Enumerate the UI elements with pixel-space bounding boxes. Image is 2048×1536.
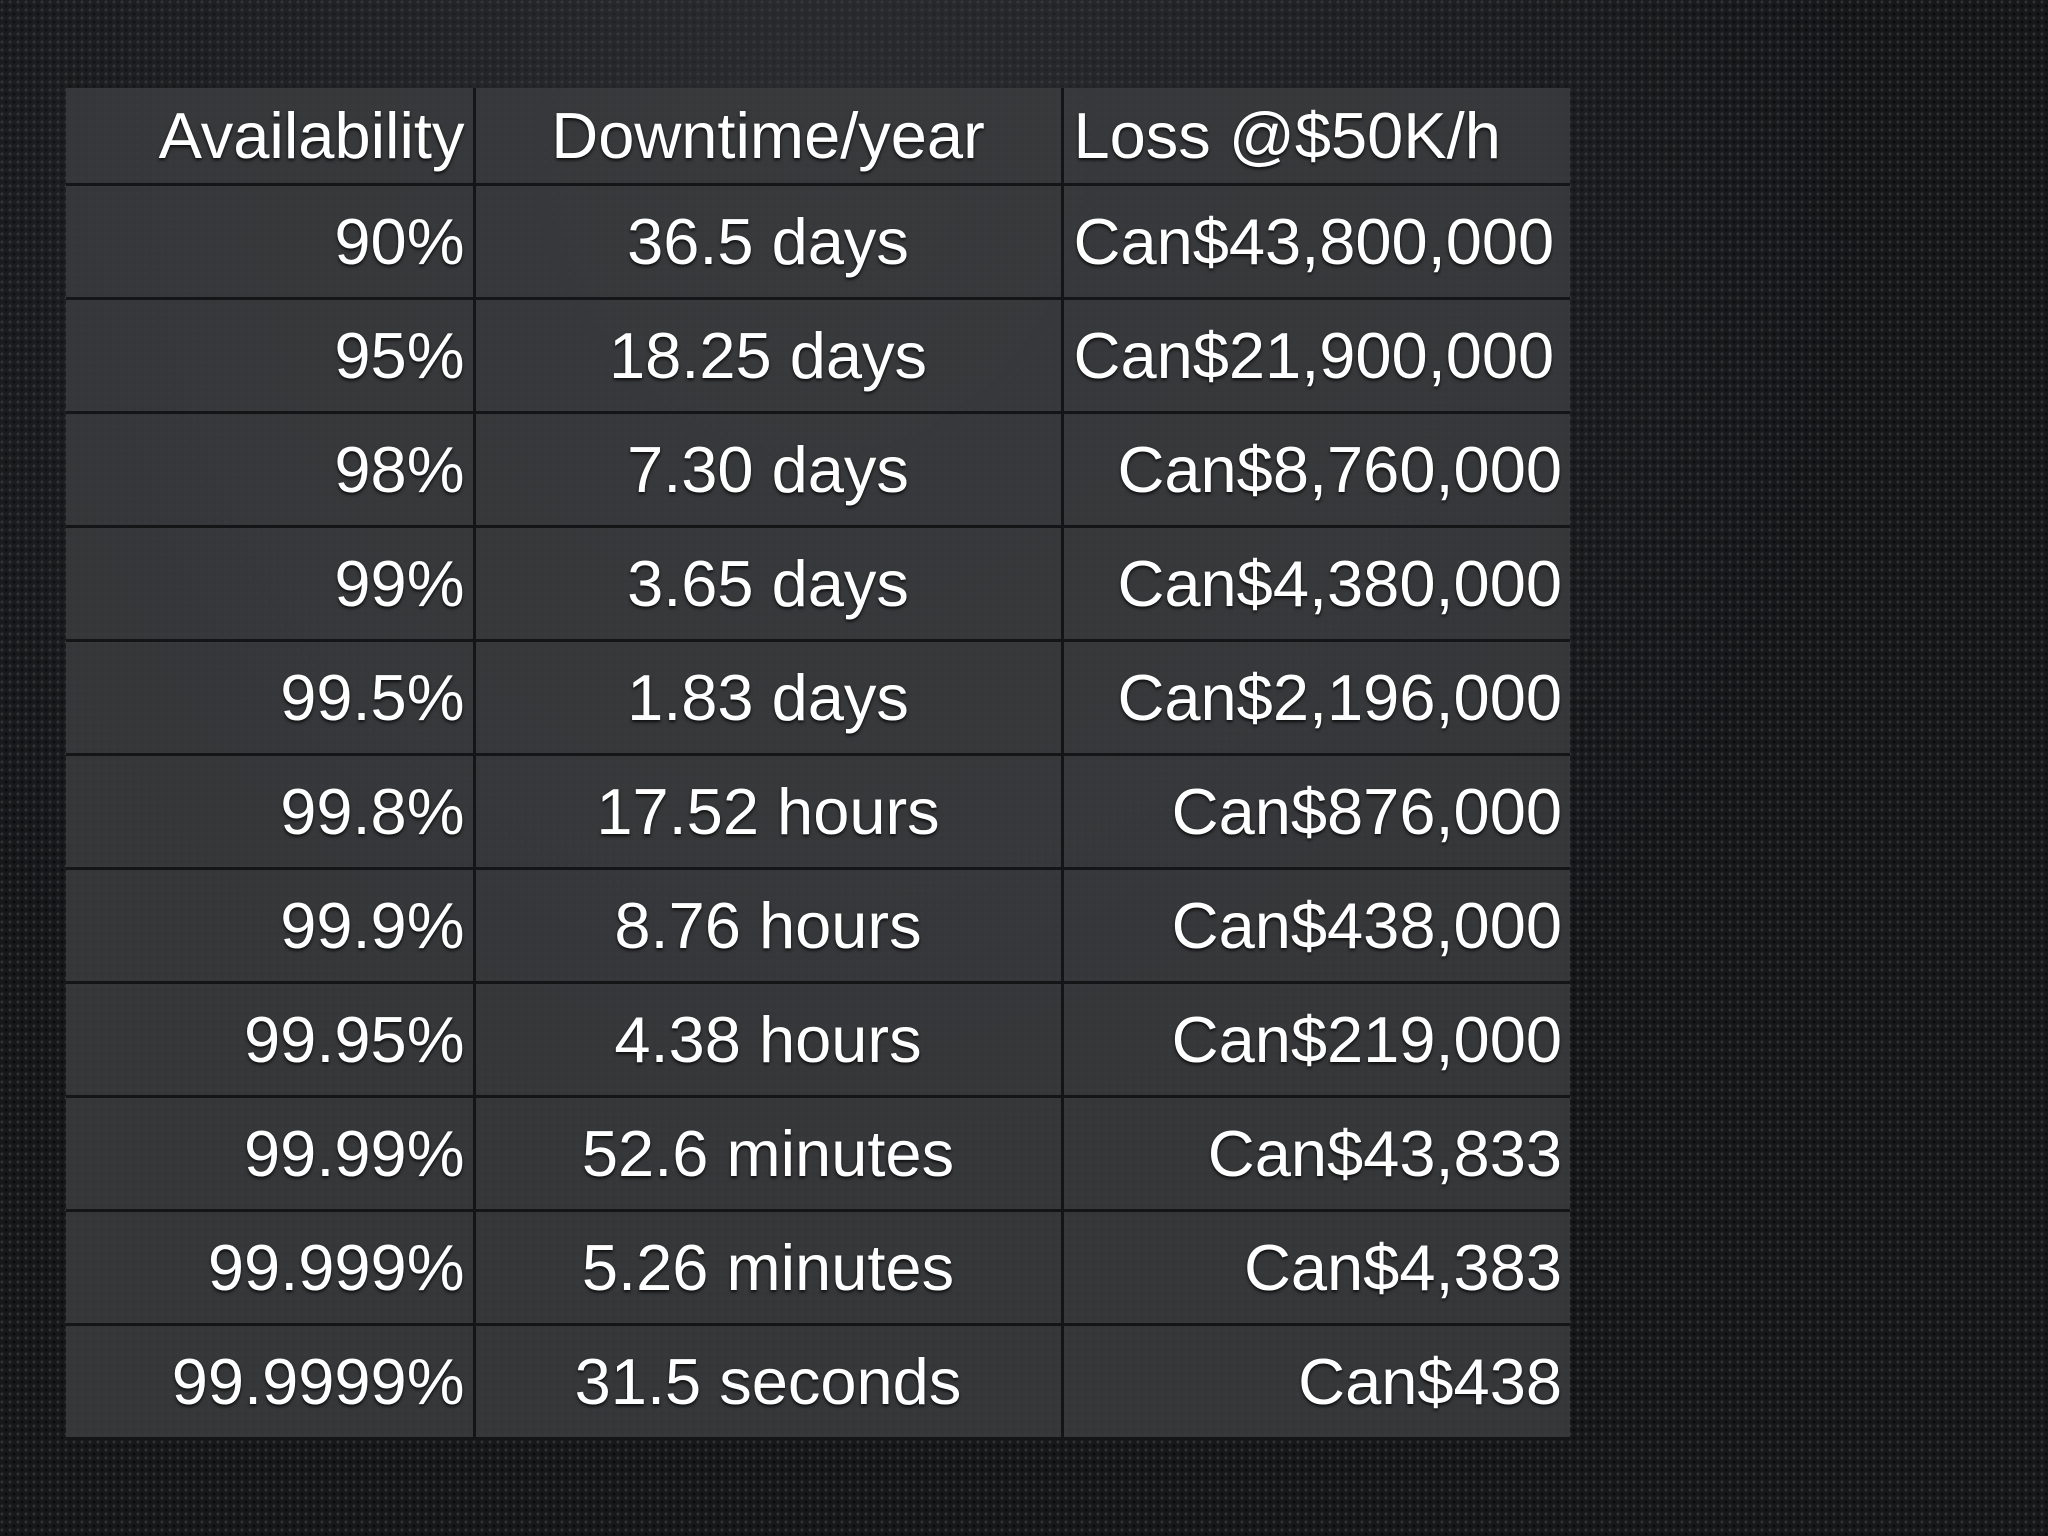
table-row: 99.999% 5.26 minutes Can$4,383 xyxy=(66,1210,1570,1326)
header-loss: Loss @$50K/h xyxy=(1062,88,1570,186)
loss-cell: Can$4,383 xyxy=(1062,1210,1570,1326)
availability-cell: 99.95% xyxy=(66,982,476,1098)
loss-cell: Can$43,833 xyxy=(1062,1096,1570,1212)
table-row: 99.9% 8.76 hours Can$438,000 xyxy=(66,868,1570,984)
downtime-cell: 18.25 days xyxy=(474,298,1064,414)
loss-cell: Can$876,000 xyxy=(1062,754,1570,870)
loss-cell: Can$43,800,000 xyxy=(1062,184,1570,300)
downtime-cell: 4.38 hours xyxy=(474,982,1064,1098)
availability-cell: 99% xyxy=(66,526,476,642)
loss-cell: Can$21,900,000 xyxy=(1062,298,1570,414)
availability-cell: 99.9% xyxy=(66,868,476,984)
availability-cell: 95% xyxy=(66,298,476,414)
downtime-cell: 31.5 seconds xyxy=(474,1324,1064,1440)
loss-cell: Can$438,000 xyxy=(1062,868,1570,984)
loss-cell: Can$8,760,000 xyxy=(1062,412,1570,528)
availability-cell: 99.9999% xyxy=(66,1324,476,1440)
table-row: 95% 18.25 days Can$21,900,000 xyxy=(66,298,1570,414)
loss-cell: Can$2,196,000 xyxy=(1062,640,1570,756)
downtime-cell: 5.26 minutes xyxy=(474,1210,1064,1326)
availability-cell: 99.8% xyxy=(66,754,476,870)
downtime-cell: 8.76 hours xyxy=(474,868,1064,984)
loss-cell: Can$219,000 xyxy=(1062,982,1570,1098)
table-header-row: Availability Downtime/year Loss @$50K/h xyxy=(66,88,1570,186)
downtime-cell: 36.5 days xyxy=(474,184,1064,300)
availability-cell: 99.999% xyxy=(66,1210,476,1326)
availability-cell: 99.5% xyxy=(66,640,476,756)
table-row: 98% 7.30 days Can$8,760,000 xyxy=(66,412,1570,528)
table-row: 99.95% 4.38 hours Can$219,000 xyxy=(66,982,1570,1098)
availability-cell: 90% xyxy=(66,184,476,300)
table-row: 99% 3.65 days Can$4,380,000 xyxy=(66,526,1570,642)
downtime-cell: 1.83 days xyxy=(474,640,1064,756)
downtime-cell: 7.30 days xyxy=(474,412,1064,528)
downtime-cell: 17.52 hours xyxy=(474,754,1064,870)
header-downtime: Downtime/year xyxy=(474,88,1064,186)
table-row: 90% 36.5 days Can$43,800,000 xyxy=(66,184,1570,300)
table-row: 99.9999% 31.5 seconds Can$438 xyxy=(66,1324,1570,1440)
availability-cell: 98% xyxy=(66,412,476,528)
downtime-cell: 3.65 days xyxy=(474,526,1064,642)
loss-cell: Can$438 xyxy=(1062,1324,1570,1440)
table-row: 99.5% 1.83 days Can$2,196,000 xyxy=(66,640,1570,756)
downtime-cell: 52.6 minutes xyxy=(474,1096,1064,1212)
availability-table: Availability Downtime/year Loss @$50K/h … xyxy=(66,88,1570,1440)
table-row: 99.99% 52.6 minutes Can$43,833 xyxy=(66,1096,1570,1212)
table-row: 99.8% 17.52 hours Can$876,000 xyxy=(66,754,1570,870)
loss-cell: Can$4,380,000 xyxy=(1062,526,1570,642)
header-availability: Availability xyxy=(66,88,476,186)
availability-cell: 99.99% xyxy=(66,1096,476,1212)
